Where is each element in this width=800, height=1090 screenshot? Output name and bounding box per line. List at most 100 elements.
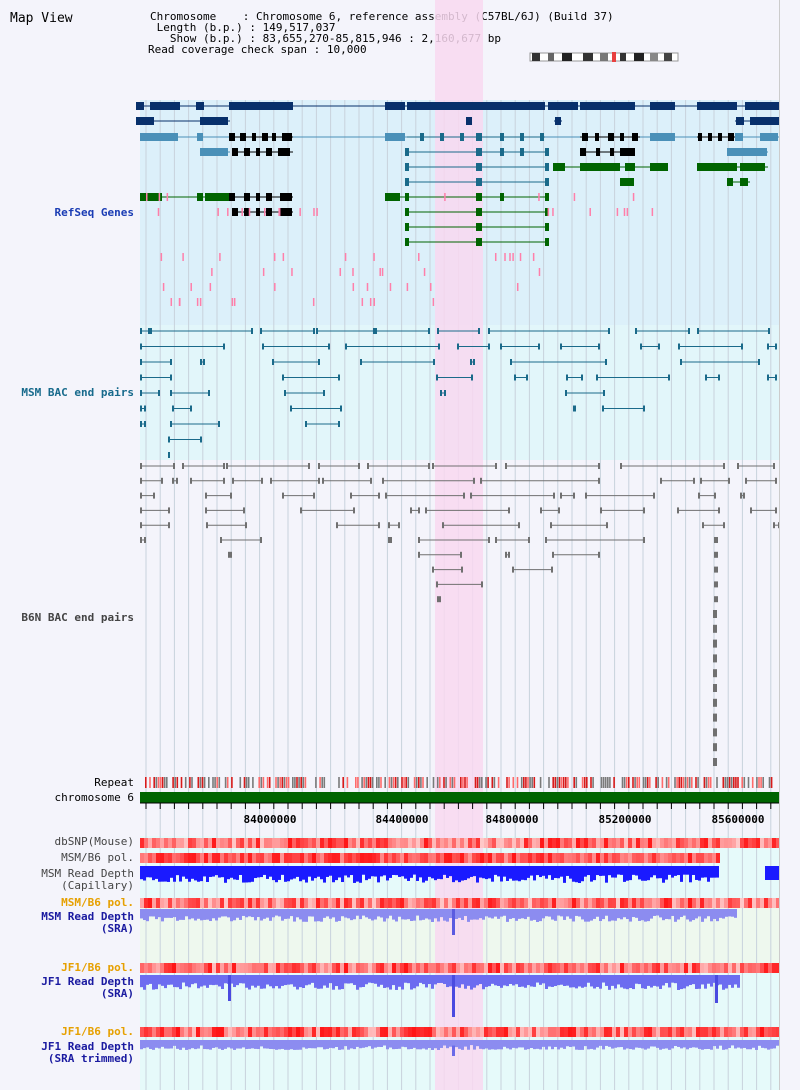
read-depth-bar xyxy=(272,866,275,881)
gene-mark xyxy=(241,208,243,216)
read-depth-bar xyxy=(296,909,299,918)
repeat-mark xyxy=(531,777,533,788)
read-depth-bar xyxy=(296,975,299,990)
msm-bac-pair-end xyxy=(203,359,205,365)
read-depth-bar xyxy=(641,1040,644,1049)
read-depth-bar xyxy=(737,975,740,988)
read-depth-bar xyxy=(338,909,341,921)
repeat-mark xyxy=(243,777,246,788)
read-depth-bar xyxy=(770,1040,773,1049)
repeat-mark xyxy=(621,777,624,788)
polymorphism-cell xyxy=(312,963,316,973)
read-depth-bar xyxy=(533,975,536,987)
read-depth-bar xyxy=(662,1040,665,1049)
gene-mark xyxy=(316,208,318,216)
polymorphism-cell xyxy=(396,853,400,863)
polymorphism-cell xyxy=(648,963,652,973)
read-depth-bar xyxy=(329,1040,332,1048)
read-depth-bar xyxy=(689,1040,692,1046)
chromosome-bar[interactable] xyxy=(140,792,780,803)
polymorphism-cell xyxy=(672,1027,676,1037)
read-depth-bar xyxy=(479,975,482,985)
read-depth-bar xyxy=(728,909,731,917)
polymorphism-cell xyxy=(668,898,672,908)
read-depth-bar xyxy=(299,909,302,920)
highlight-region[interactable] xyxy=(435,0,483,1090)
polymorphism-cell xyxy=(304,1027,308,1037)
polymorphism-cell xyxy=(644,853,648,863)
read-depth-bar xyxy=(416,1040,419,1050)
polymorphism-cell xyxy=(172,853,176,863)
repeat-track[interactable] xyxy=(145,777,781,788)
gene-exon xyxy=(620,148,635,156)
read-depth-bar xyxy=(254,909,257,921)
polymorphism-cell xyxy=(352,838,356,848)
gene-exon xyxy=(608,133,614,141)
polymorphism-cell xyxy=(164,898,168,908)
polymorphism-cell xyxy=(732,963,736,973)
repeat-mark xyxy=(174,777,176,788)
read-depth-bar xyxy=(413,975,416,989)
polymorphism-cell xyxy=(396,963,400,973)
gene-exon xyxy=(750,117,780,125)
read-depth-bar xyxy=(545,1040,548,1050)
repeat-mark xyxy=(686,777,689,788)
read-depth-bar xyxy=(425,975,428,988)
polymorphism-cell xyxy=(236,898,240,908)
read-depth-bar xyxy=(398,1040,401,1049)
polymorphism-cell xyxy=(716,898,720,908)
read-depth-bar xyxy=(482,909,485,920)
polymorphism-cell xyxy=(240,1027,244,1037)
polymorphism-cell xyxy=(220,853,224,863)
read-depth-bar xyxy=(197,909,200,919)
b6n-bac-pair-end xyxy=(223,463,225,469)
polymorphism-cell xyxy=(584,1027,588,1037)
read-depth-bar xyxy=(245,975,248,988)
refseq-gene-track[interactable] xyxy=(136,102,780,306)
msm-bac-track[interactable] xyxy=(140,328,777,458)
polymorphism-cell xyxy=(208,853,212,863)
read-depth-bar xyxy=(221,975,224,990)
polymorphism-cell xyxy=(708,853,712,863)
jf1-b6-pol-label-2: JF1/B6 pol. xyxy=(61,1025,134,1038)
repeat-mark xyxy=(678,777,680,788)
polymorphism-cell xyxy=(684,838,688,848)
polymorphism-cell xyxy=(408,898,412,908)
polymorphism-cell xyxy=(244,963,248,973)
gene-mark xyxy=(313,208,315,216)
polymorphism-cell xyxy=(304,853,308,863)
b6n-bac-pair-end xyxy=(773,463,775,469)
read-depth-bar xyxy=(665,866,668,880)
read-depth-bar xyxy=(767,1040,770,1050)
polymorphism-cell xyxy=(596,853,600,863)
msm-depth-capillary-label: MSM Read Depth xyxy=(41,867,134,880)
b6n-bac-pair-end xyxy=(508,551,510,558)
gene-exon xyxy=(727,178,733,186)
polymorphism-cell xyxy=(428,963,432,973)
repeat-mark xyxy=(676,777,678,788)
read-depth-bar xyxy=(326,975,329,988)
b6n-bac-pair-end xyxy=(353,507,355,514)
read-depth-bar xyxy=(242,975,245,984)
read-depth-bar xyxy=(575,866,578,883)
gene-exon xyxy=(698,133,702,141)
read-depth-bar xyxy=(545,909,548,917)
b6n-bac-pair-end xyxy=(702,522,704,529)
gene-mark xyxy=(211,268,213,276)
read-depth-bar xyxy=(275,866,278,883)
polymorphism-cell xyxy=(336,963,340,973)
read-depth-tracks[interactable] xyxy=(140,866,782,1056)
heatmap-tracks[interactable] xyxy=(140,838,780,1037)
polymorphism-cell xyxy=(572,838,576,848)
polymorphism-cell xyxy=(688,1027,692,1037)
read-depth-bar xyxy=(245,866,248,883)
polymorphism-cell xyxy=(648,853,652,863)
repeat-mark xyxy=(199,777,202,788)
read-depth-bar xyxy=(347,909,350,919)
read-depth-bar xyxy=(506,975,509,987)
gene-exon xyxy=(582,133,588,141)
chromosome-ideogram[interactable] xyxy=(529,52,679,62)
repeat-mark xyxy=(508,777,510,788)
read-depth-bar xyxy=(605,909,608,916)
